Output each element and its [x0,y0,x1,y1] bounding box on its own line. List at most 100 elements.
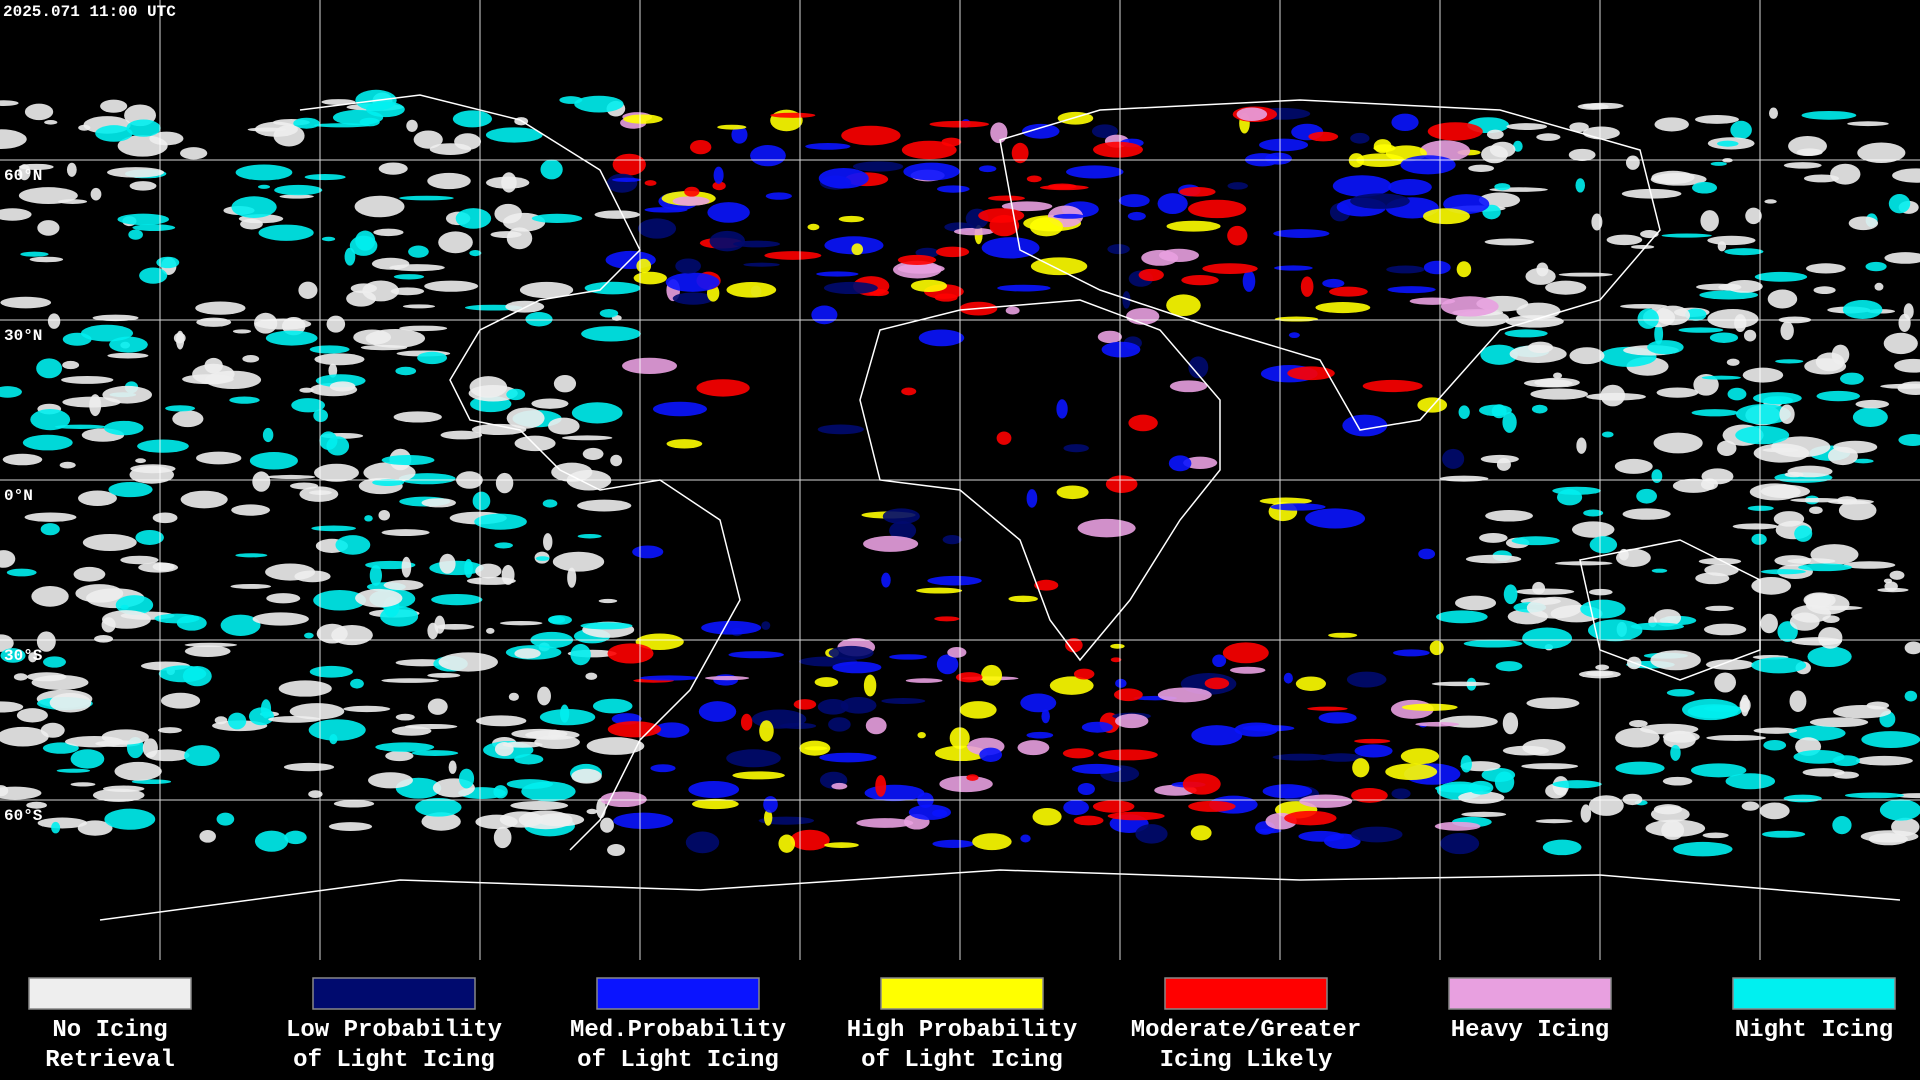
cloud [1662,776,1693,786]
latitude-label: 60°N [4,167,42,185]
cloud [49,693,92,713]
cloud [607,721,662,738]
cloud [863,535,919,552]
cloud [750,145,786,167]
cloud [581,326,641,342]
cloud [535,556,550,561]
cloud [1322,278,1345,288]
cloud [1552,780,1602,789]
cloud [1615,761,1665,775]
cloud [1803,592,1836,609]
cloud [92,788,145,802]
cloud [1647,340,1684,355]
cloud [987,195,1025,201]
cloud [805,142,851,150]
cloud [350,678,364,689]
cloud [882,508,920,525]
cloud [1422,208,1470,225]
cloud [1727,387,1747,401]
cloud [254,318,312,330]
cloud [308,790,323,799]
cloud [205,370,262,390]
cloud [1568,148,1596,161]
cloud [137,439,189,453]
cloud [100,99,128,113]
cloud [0,786,42,800]
cloud [61,375,114,384]
cloud [413,130,443,149]
cloud [314,353,365,366]
cloud [375,742,435,752]
cloud [1809,717,1869,728]
cloud [1822,615,1840,623]
cloud [54,424,107,429]
cloud [832,661,882,674]
cloud [328,822,373,831]
cloud [258,184,271,189]
cloud [1791,637,1843,646]
cloud-layer [0,89,1920,857]
cloud [289,703,345,720]
cloud [514,648,541,659]
cloud [1182,773,1221,795]
cloud [934,293,958,302]
cloud [942,534,962,545]
cloud [346,290,377,307]
cloud [104,808,156,830]
cloud [158,727,182,734]
legend-swatch [312,977,476,1010]
cloud [1107,811,1165,821]
cloud [508,692,519,701]
cloud [1391,788,1411,799]
cloud [216,812,235,826]
cloud [761,621,771,630]
cloud [385,750,414,762]
cloud [831,782,848,790]
cloud [56,768,91,773]
cloud [390,287,425,296]
cloud [429,560,484,576]
cloud [1272,753,1331,761]
cloud [881,697,926,704]
cloud [421,498,457,508]
cloud [1400,748,1440,765]
cloud [468,385,518,402]
cloud [335,535,371,555]
cloud [510,801,569,811]
cloud [220,614,261,636]
cloud [799,740,831,756]
cloud [1717,140,1739,147]
cloud [1764,199,1777,204]
cloud [1774,555,1812,567]
cloud [231,196,277,218]
cloud [903,162,960,181]
cloud [1672,478,1715,493]
cloud [366,101,405,118]
cloud [1418,548,1436,560]
cloud [1530,388,1588,400]
cloud [1615,548,1651,568]
cloud [1491,404,1507,419]
cloud [1392,649,1430,657]
cloud [851,243,864,256]
cloud [1179,187,1216,197]
cloud [378,162,408,175]
cloud [1188,356,1209,379]
cloud [381,455,435,466]
cloud [1346,671,1387,688]
cloud [1809,506,1823,515]
cloud [75,584,124,603]
cloud [1181,275,1219,286]
cloud [1545,280,1587,295]
latitude-label: 30°S [4,647,43,665]
cloud [1789,690,1807,713]
cloud [592,698,633,714]
cloud [454,133,482,150]
cloud [439,553,456,574]
legend-label: Icing Likely [1160,1047,1333,1074]
cloud [838,215,865,223]
cloud [6,568,37,577]
cloud [927,575,982,586]
cloud [1855,755,1913,766]
cloud [640,675,699,681]
